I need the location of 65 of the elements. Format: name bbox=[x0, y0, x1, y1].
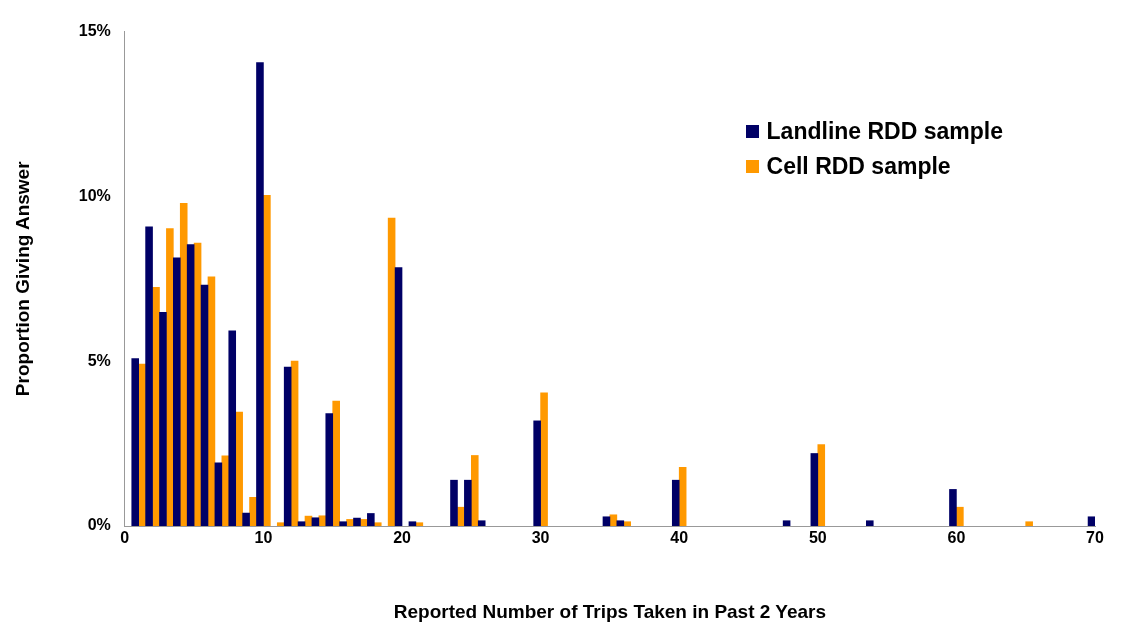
bar bbox=[173, 257, 181, 526]
bar bbox=[145, 226, 153, 526]
x-tick-label: 70 bbox=[1086, 529, 1104, 547]
x-tick-label: 40 bbox=[670, 529, 689, 547]
bar bbox=[623, 521, 632, 526]
x-tick-label: 0 bbox=[120, 529, 130, 547]
bar bbox=[297, 521, 306, 526]
bar bbox=[186, 244, 195, 526]
legend-label: Cell RDD sample bbox=[766, 153, 951, 180]
bar bbox=[949, 489, 957, 526]
bar bbox=[304, 515, 313, 526]
bar bbox=[865, 520, 874, 526]
bar bbox=[214, 462, 223, 526]
bar bbox=[782, 520, 791, 526]
bar bbox=[470, 455, 479, 526]
bar bbox=[671, 479, 680, 526]
bar bbox=[131, 358, 140, 526]
bar bbox=[415, 522, 424, 526]
bar bbox=[367, 513, 375, 526]
bar bbox=[394, 267, 403, 526]
bar bbox=[1025, 521, 1033, 526]
bar bbox=[242, 512, 250, 526]
bar bbox=[256, 62, 264, 526]
bar bbox=[332, 400, 340, 526]
y-axis-title: Proportion Giving Answer bbox=[11, 160, 33, 397]
bar bbox=[609, 514, 618, 526]
bar bbox=[200, 284, 209, 526]
x-tick-label: 10 bbox=[254, 529, 273, 547]
y-tick-label: 5% bbox=[87, 351, 111, 369]
x-tick-label: 30 bbox=[531, 529, 550, 547]
bar bbox=[450, 479, 458, 526]
bar bbox=[276, 522, 285, 526]
bar bbox=[325, 413, 334, 526]
x-tick-label: 60 bbox=[947, 529, 966, 547]
bar bbox=[235, 411, 243, 526]
x-axis-title: Reported Number of Trips Taken in Past 2 Years bbox=[393, 600, 827, 622]
bar bbox=[1087, 516, 1095, 526]
bar bbox=[353, 517, 361, 526]
bar bbox=[339, 521, 347, 526]
y-tick-label: 10% bbox=[78, 186, 111, 204]
y-tick-label: 15% bbox=[78, 22, 111, 40]
x-tick-label: 20 bbox=[393, 529, 412, 547]
bar bbox=[387, 217, 396, 526]
bar bbox=[477, 520, 486, 526]
bar bbox=[263, 195, 271, 526]
x-tick-label: 50 bbox=[808, 529, 827, 547]
bar bbox=[810, 453, 819, 526]
bar bbox=[956, 506, 964, 526]
bar bbox=[228, 330, 237, 526]
bar bbox=[533, 420, 541, 526]
bar bbox=[193, 242, 202, 526]
bar bbox=[817, 444, 826, 526]
bar bbox=[464, 479, 472, 526]
bar bbox=[207, 276, 216, 526]
bar bbox=[616, 520, 625, 526]
bar bbox=[311, 517, 320, 526]
bar bbox=[290, 360, 299, 526]
bar bbox=[283, 366, 292, 526]
bar bbox=[540, 392, 548, 526]
bar bbox=[602, 516, 611, 526]
bar bbox=[373, 522, 382, 526]
legend-label: Landline RDD sample bbox=[766, 118, 1003, 145]
y-tick-label: 0% bbox=[87, 516, 111, 534]
bar bbox=[159, 312, 167, 526]
bar bbox=[408, 521, 417, 526]
